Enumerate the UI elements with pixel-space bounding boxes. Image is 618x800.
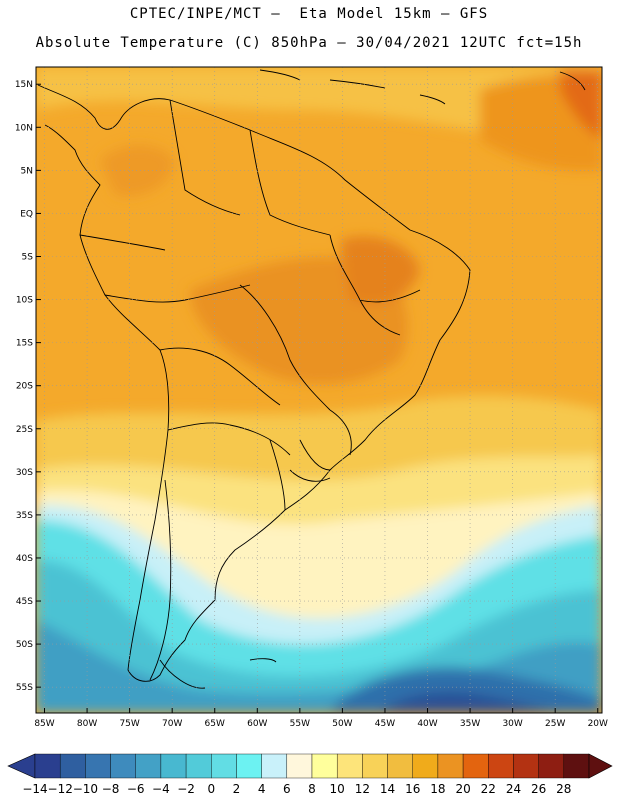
lat-tick-label: 5S: [22, 252, 34, 262]
colorbar-label: 10: [330, 782, 345, 796]
colorbar-swatch: [286, 753, 313, 779]
lat-tick-label: 55S: [16, 683, 33, 693]
colorbar-label: 22: [481, 782, 496, 796]
lon-tick-label: 80W: [77, 719, 97, 729]
lon-tick-label: 30W: [502, 719, 522, 729]
temperature-field: [36, 67, 602, 713]
lon-tick-label: 55W: [290, 719, 310, 729]
colorbar-swatch: [85, 753, 111, 779]
lat-tick-label: 5N: [21, 166, 33, 176]
lon-tick-label: 20W: [588, 719, 608, 729]
colorbar-swatch: [437, 753, 464, 779]
colorbar-min-arrow: [7, 753, 36, 779]
colorbar-label: 26: [531, 782, 546, 796]
map-title-line1: CPTEC/INPE/MCT – Eta Model 15km – GFS: [129, 6, 489, 22]
lat-tick-label: 25S: [16, 425, 33, 435]
colorbar-label: −6: [127, 782, 145, 796]
colorbar-label: 12: [355, 782, 370, 796]
colorbar-swatch: [412, 753, 439, 779]
colorbar-label: −14: [22, 782, 47, 796]
colorbar-label: −12: [48, 782, 73, 796]
colorbar-label: −4: [152, 782, 170, 796]
lat-tick-label: 35S: [16, 511, 33, 521]
temperature-colorbar: −14 −12 −10 −8 −6 −4 −2 0 2 4 6 8 10 12 14 16 18 20 22 24 26…: [7, 753, 613, 796]
colorbar-label: 16: [405, 782, 420, 796]
colorbar-label: 18: [430, 782, 445, 796]
colorbar-swatch: [488, 753, 514, 779]
colorbar-label: −2: [177, 782, 195, 796]
colorbar-swatch: [110, 753, 136, 779]
lon-tick-label: 75W: [119, 719, 139, 729]
colorbar-label: 20: [455, 782, 470, 796]
colorbar-label: 24: [506, 782, 521, 796]
colorbar-label: 28: [556, 782, 571, 796]
lat-tick-label: 15N: [15, 80, 33, 90]
colorbar-swatch: [538, 753, 565, 779]
colorbar-swatch: [236, 753, 262, 779]
lon-tick-label: 40W: [417, 719, 437, 729]
lat-tick-label: 45S: [16, 597, 33, 607]
lat-tick-label: 10S: [16, 296, 33, 306]
axis-ticks: 15N 10N 5N EQ 5S 10S 15S 20S 25S 30S 35S 40S 45S 50S 5…: [15, 80, 608, 729]
colorbar-swatch: [59, 753, 86, 779]
colorbar-label: 4: [258, 782, 266, 796]
colorbar-swatch: [211, 753, 237, 779]
lat-tick-label: 50S: [16, 640, 33, 650]
lat-tick-label: 15S: [16, 339, 33, 349]
lon-tick-label: 70W: [162, 719, 182, 729]
colorbar-swatch: [160, 753, 187, 779]
colorbar-swatch: [185, 753, 212, 779]
lon-tick-label: 65W: [205, 719, 225, 729]
colorbar-swatch: [135, 753, 162, 779]
lon-tick-label: 85W: [34, 719, 54, 729]
colorbar-max-arrow: [588, 753, 613, 779]
colorbar-swatch: [563, 753, 590, 779]
colorbar-swatch: [462, 753, 489, 779]
colorbar-swatch: [311, 753, 338, 779]
colorbar-label: 14: [380, 782, 395, 796]
plot-frame: [35, 66, 603, 714]
lon-tick-label: 25W: [545, 719, 565, 729]
colorbar-label: −10: [73, 782, 98, 796]
colorbar-label: 6: [283, 782, 291, 796]
colorbar-swatch: [362, 753, 388, 779]
lat-tick-label: 20S: [16, 382, 33, 392]
colorbar-label: −8: [102, 782, 120, 796]
colorbar-label: 8: [308, 782, 316, 796]
lat-tick-label: 30S: [16, 468, 33, 478]
colorbar-label: 0: [207, 782, 215, 796]
colorbar-label: 2: [233, 782, 241, 796]
lon-tick-label: 50W: [332, 719, 352, 729]
lat-tick-label: 10N: [15, 123, 33, 133]
lon-tick-label: 45W: [375, 719, 395, 729]
colorbar-swatch: [513, 753, 539, 779]
lat-tick-label: 40S: [16, 554, 33, 564]
map-title-line2: Absolute Temperature (C) 850hPa – 30/04/…: [35, 35, 583, 51]
lon-tick-label: 35W: [460, 719, 480, 729]
lon-tick-label: 60W: [247, 719, 267, 729]
colorbar-swatch: [336, 753, 363, 779]
lat-tick-label: EQ: [20, 209, 33, 219]
colorbar-swatch: [34, 753, 61, 779]
colorbar-swatch: [261, 753, 288, 779]
colorbar-swatch: [387, 753, 413, 779]
